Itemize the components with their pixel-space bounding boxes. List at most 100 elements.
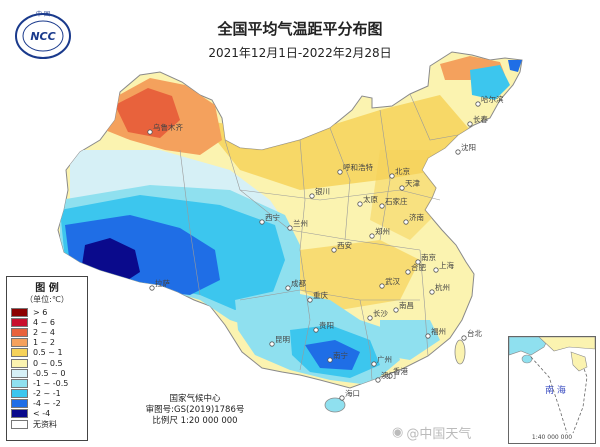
city-label: 石家庄 xyxy=(385,196,408,206)
city-dot xyxy=(147,129,153,135)
city-label: 重庆 xyxy=(313,290,328,300)
city-label: 济南 xyxy=(409,212,424,222)
watermark-text: @中国天气 xyxy=(406,427,472,442)
city-label: 海口 xyxy=(345,388,360,398)
legend-label: -2 ~ -1 xyxy=(33,389,61,399)
legend-item: -4 ~ -2 xyxy=(11,399,87,409)
city-dot xyxy=(371,361,377,367)
city-dot xyxy=(269,341,275,347)
legend-swatch xyxy=(11,338,28,348)
legend-label: -4 ~ -2 xyxy=(33,399,61,409)
legend-label: 4 ~ 6 xyxy=(33,317,55,327)
city-dot xyxy=(433,267,439,273)
legend-swatch xyxy=(11,409,28,419)
ncc-logo: 中 国 NCC xyxy=(15,10,71,59)
city-label: 澳门 xyxy=(381,370,396,380)
inset-sea-label: 南 海 xyxy=(545,384,566,396)
city-label: 台北 xyxy=(467,328,482,338)
city-label: 南昌 xyxy=(399,300,414,310)
city-label: 上海 xyxy=(439,260,454,270)
legend-swatch xyxy=(11,378,28,388)
legend-title: 图 例 xyxy=(35,283,59,294)
city-label: 西安 xyxy=(337,240,352,250)
legend-swatch xyxy=(11,307,28,317)
legend-unit: （单位:℃） xyxy=(25,295,69,304)
legend-label: 1 ~ 2 xyxy=(33,338,55,348)
legend-swatch xyxy=(11,358,28,368)
legend-label: < -4 xyxy=(33,409,51,419)
legend-item: > 6 xyxy=(11,307,87,317)
legend-item: 4 ~ 6 xyxy=(11,317,87,327)
city-dot xyxy=(467,121,473,127)
legend-item: 无资料 xyxy=(11,419,87,429)
legend-label: 0.5 ~ 1 xyxy=(33,348,63,358)
city-label: 银川 xyxy=(315,187,330,196)
city-dot xyxy=(375,377,381,383)
credit-scale: 比例尺 1:20 000 000 xyxy=(152,416,238,426)
city-label: 乌鲁木齐 xyxy=(153,122,183,132)
city-dot xyxy=(367,315,373,321)
legend-swatch xyxy=(11,389,28,399)
city-label: 贵阳 xyxy=(319,320,334,330)
city-label: 福州 xyxy=(431,327,446,336)
city-label: 成都 xyxy=(291,278,306,288)
city-dot xyxy=(403,219,409,225)
city-label: 郑州 xyxy=(375,226,390,236)
city-label: 太原 xyxy=(363,194,378,204)
legend-swatch xyxy=(11,368,28,378)
city-label: 哈尔滨 xyxy=(481,94,504,104)
legend-swatch xyxy=(11,399,28,409)
legend-item: < -4 xyxy=(11,409,87,419)
weibo-icon: ◉ xyxy=(392,425,404,440)
city-dot xyxy=(149,285,155,291)
inset-map: 南 海 xyxy=(509,337,595,434)
city-dot xyxy=(285,285,291,291)
legend-swatch xyxy=(11,419,28,429)
legend-label: 无资料 xyxy=(33,419,57,429)
city-label: 长沙 xyxy=(373,308,388,318)
city-dot xyxy=(313,327,319,333)
city-dot xyxy=(369,233,375,239)
city-label: 南京 xyxy=(421,252,436,262)
city-label: 武汉 xyxy=(385,276,400,286)
city-dot xyxy=(379,203,385,209)
city-dot xyxy=(425,333,431,339)
city-dot xyxy=(475,101,481,107)
city-dot xyxy=(393,307,399,313)
city-label: 天津 xyxy=(405,179,420,188)
city-dot xyxy=(461,335,467,341)
city-label: 昆明 xyxy=(275,335,290,344)
svg-text:中 国: 中 国 xyxy=(36,10,50,18)
legend-item: -0.5 ~ 0 xyxy=(11,368,87,378)
legend-swatch xyxy=(11,348,28,358)
city-label: 兰州 xyxy=(293,218,308,228)
legend-item: -1 ~ -0.5 xyxy=(11,378,87,388)
city-label: 北京 xyxy=(395,166,410,176)
legend-label: > 6 xyxy=(33,307,48,317)
city-dot xyxy=(389,173,395,179)
legend-item: 2 ~ 4 xyxy=(11,327,87,337)
city-label: 呼和浩特 xyxy=(343,162,373,172)
legend-swatch xyxy=(11,317,28,327)
legend-label: 0 ~ 0.5 xyxy=(33,358,63,368)
city-label: 香港 xyxy=(393,366,408,376)
city-dot xyxy=(287,225,293,231)
city-dot xyxy=(309,193,315,199)
credit-review-number: 审图号:GS(2019)1786号 xyxy=(145,405,245,415)
legend-item: -2 ~ -1 xyxy=(11,389,87,399)
city-dot xyxy=(455,149,461,155)
city-dot xyxy=(379,283,385,289)
legend-label: -0.5 ~ 0 xyxy=(33,368,66,378)
legend-item: 0 ~ 0.5 xyxy=(11,358,87,368)
city-dot xyxy=(259,219,265,225)
city-dot xyxy=(429,289,435,295)
city-dot xyxy=(405,269,411,275)
city-label: 沈阳 xyxy=(461,142,476,152)
credit-agency: 国家气候中心 xyxy=(169,394,221,404)
city-label: 长春 xyxy=(473,114,488,124)
city-dot xyxy=(415,259,421,265)
city-dot xyxy=(399,185,405,191)
province-borders xyxy=(179,93,459,381)
svg-text:NCC: NCC xyxy=(30,30,55,43)
